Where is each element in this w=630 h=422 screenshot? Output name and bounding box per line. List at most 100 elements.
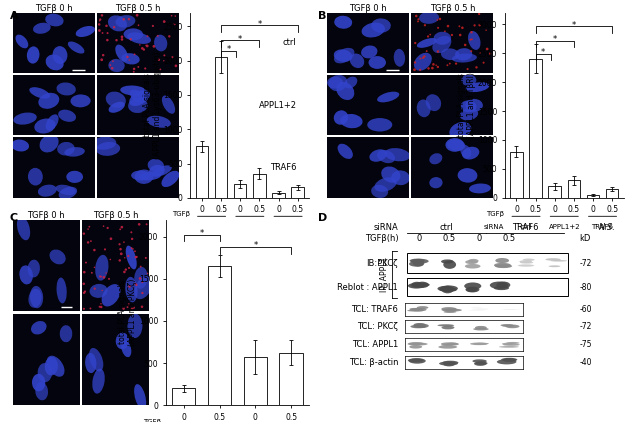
Point: [442, 62, 452, 69]
Ellipse shape: [501, 325, 515, 327]
Ellipse shape: [417, 38, 437, 48]
Ellipse shape: [441, 307, 457, 311]
Text: TGFβ(h): TGFβ(h): [365, 234, 398, 243]
Bar: [497, 303, 522, 315]
Bar: [587, 195, 599, 198]
Point: [83, 226, 93, 233]
Point: [474, 11, 484, 17]
Ellipse shape: [33, 23, 50, 34]
Ellipse shape: [472, 309, 489, 310]
Point: [425, 31, 435, 38]
Ellipse shape: [472, 308, 488, 309]
Point: [134, 221, 144, 228]
Bar: [462, 279, 485, 295]
Point: [130, 248, 140, 254]
Point: [137, 289, 147, 296]
Point: [423, 33, 433, 40]
Ellipse shape: [126, 246, 137, 269]
Point: [410, 40, 420, 46]
Point: [95, 273, 105, 280]
Ellipse shape: [64, 147, 85, 157]
Ellipse shape: [437, 324, 454, 327]
Point: [95, 16, 105, 23]
Point: [79, 280, 89, 287]
Point: [107, 65, 117, 72]
Text: TRAF6: TRAF6: [592, 224, 614, 230]
Ellipse shape: [123, 28, 143, 40]
Text: *: *: [553, 35, 557, 44]
Ellipse shape: [122, 53, 140, 65]
Ellipse shape: [444, 260, 456, 269]
Ellipse shape: [95, 255, 108, 281]
Ellipse shape: [465, 264, 481, 268]
Point: [128, 246, 138, 252]
Ellipse shape: [414, 53, 432, 71]
Point: [159, 57, 169, 64]
Ellipse shape: [85, 353, 96, 373]
Bar: [549, 186, 561, 198]
Bar: [544, 279, 567, 295]
Ellipse shape: [89, 284, 108, 298]
Bar: [407, 279, 568, 296]
Bar: [208, 266, 231, 405]
Point: [132, 281, 142, 288]
Ellipse shape: [367, 118, 392, 132]
Ellipse shape: [115, 45, 128, 62]
Ellipse shape: [374, 177, 397, 192]
Point: [423, 65, 433, 72]
Point: [106, 235, 116, 242]
Bar: [510, 151, 523, 198]
Ellipse shape: [469, 184, 491, 193]
Ellipse shape: [391, 170, 410, 185]
Bar: [435, 254, 457, 272]
Ellipse shape: [28, 289, 42, 308]
Bar: [215, 57, 227, 198]
Ellipse shape: [502, 343, 513, 345]
Ellipse shape: [437, 286, 452, 291]
Bar: [406, 303, 432, 315]
Point: [415, 55, 425, 62]
Ellipse shape: [149, 165, 164, 177]
Ellipse shape: [470, 343, 488, 345]
Point: [96, 303, 106, 310]
Ellipse shape: [429, 177, 442, 188]
Point: [159, 52, 169, 59]
Ellipse shape: [130, 89, 145, 103]
Ellipse shape: [523, 259, 535, 261]
Ellipse shape: [28, 168, 43, 186]
Text: TCL: APPL1: TCL: APPL1: [352, 340, 398, 349]
Point: [435, 16, 445, 22]
Ellipse shape: [440, 285, 458, 292]
Ellipse shape: [121, 340, 131, 357]
Ellipse shape: [68, 41, 84, 54]
Ellipse shape: [494, 286, 509, 290]
Point: [79, 269, 89, 276]
Point: [81, 259, 91, 266]
Ellipse shape: [490, 281, 508, 289]
Point: [132, 254, 142, 260]
Point: [466, 36, 476, 43]
Ellipse shape: [457, 168, 478, 183]
Point: [115, 257, 125, 264]
Bar: [234, 184, 246, 198]
Ellipse shape: [32, 374, 45, 391]
Point: [122, 304, 132, 311]
Point: [83, 239, 93, 246]
Ellipse shape: [120, 86, 146, 95]
Point: [454, 23, 464, 30]
Bar: [467, 321, 492, 333]
Ellipse shape: [407, 310, 424, 311]
Ellipse shape: [473, 328, 489, 330]
Bar: [544, 254, 567, 272]
Ellipse shape: [384, 148, 410, 161]
Ellipse shape: [408, 283, 425, 289]
Point: [420, 53, 430, 60]
Point: [447, 32, 457, 38]
Text: *: *: [571, 21, 576, 30]
Point: [115, 241, 125, 248]
Bar: [497, 321, 522, 333]
Y-axis label: APPL1+2: APPL1+2: [258, 101, 297, 110]
Point: [460, 42, 470, 49]
Ellipse shape: [336, 82, 354, 100]
Text: TGFβ: TGFβ: [171, 211, 190, 217]
